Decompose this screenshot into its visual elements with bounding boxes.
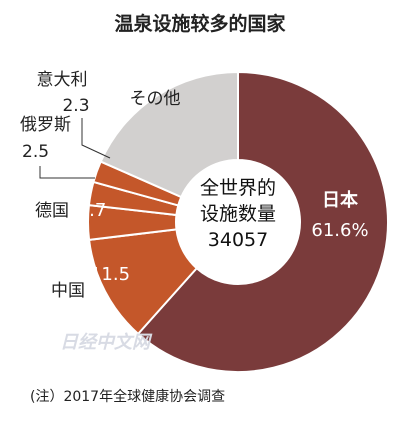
donut-hole — [176, 160, 300, 284]
watermark: 日经中文网 — [60, 332, 153, 353]
center-total: 34057 — [208, 229, 268, 251]
slice-label-5: 意大利 — [37, 70, 88, 90]
chart-title: 温泉设施较多的国家 — [114, 12, 286, 35]
chart-note: (注）2017年全球健康协会调查 — [30, 388, 225, 405]
leader-line-2 — [39, 166, 95, 179]
slice-label-6: その他 — [130, 89, 181, 109]
center-line-2: 设施数量 — [200, 203, 276, 225]
slice-label-3: 德国 — [35, 201, 69, 221]
slice-value-5: 2.3 — [62, 96, 89, 116]
slice-value-3: 3.7 — [78, 200, 107, 221]
slice-label-1: 日本 — [322, 189, 358, 211]
slice-value-1: 61.6% — [311, 220, 368, 241]
slice-label-2: 中国 — [51, 281, 85, 301]
slice-value-2: 11.5 — [90, 264, 130, 285]
center-line-1: 全世界的 — [200, 177, 276, 199]
leader-line-1 — [81, 118, 111, 159]
slice-value-4: 2.5 — [22, 142, 49, 162]
slice-label-4: 俄罗斯 — [20, 115, 71, 135]
